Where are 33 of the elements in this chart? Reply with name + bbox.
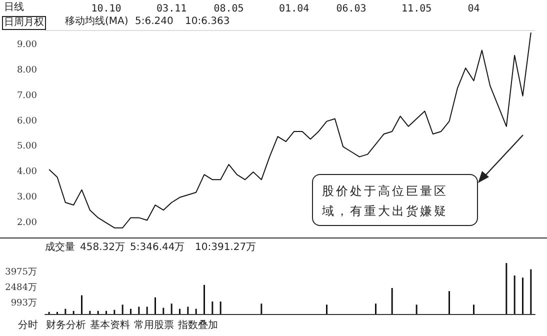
x-tick-label: 04 (468, 4, 480, 14)
y-tick-label: 7.00 (16, 90, 38, 101)
text: 分时 (18, 320, 38, 332)
y-tick-label: 2484万 (5, 283, 37, 294)
text: 日周月权 (2, 16, 46, 30)
x-tick-label: 11.05 (402, 4, 432, 14)
text: 移动均线(MA) (65, 16, 128, 28)
chart-title: 成交量 (45, 242, 75, 254)
text: 5:346.44万 (130, 242, 185, 254)
x-tick-label: 08.05 (214, 4, 244, 14)
text: 10:391.27万 (195, 242, 256, 254)
y-tick-label: 5.00 (16, 142, 38, 152)
text: 5:6.240 (135, 16, 174, 28)
y-tick-label: 3975万 (5, 268, 37, 278)
x-tick-label: 01.04 (279, 4, 310, 14)
y-tick-label: 8.00 (16, 66, 38, 76)
text: 10:6.363 (185, 16, 230, 28)
text: 常用股票 (134, 320, 174, 332)
text: 基本资料 (90, 320, 130, 332)
y-tick-label: 4.00 (16, 167, 38, 178)
line-series (48, 32, 532, 228)
text: 458.32万 (80, 242, 125, 254)
x-tick-label: 03.11 (156, 4, 187, 14)
text: 财务分析 (46, 320, 86, 332)
y-tick-label: 6.00 (16, 116, 38, 126)
y-tick-label: 3.00 (16, 192, 38, 202)
y-tick-label: 993万 (10, 298, 37, 309)
chart-title: 日线 (4, 2, 24, 14)
y-tick-label: 9.00 (16, 40, 38, 50)
text: 指数叠加 (178, 320, 218, 332)
x-tick-label: 10.10 (91, 4, 122, 14)
x-tick-label: 06.03 (336, 4, 366, 14)
y-tick-label: 2.00 (16, 218, 38, 228)
